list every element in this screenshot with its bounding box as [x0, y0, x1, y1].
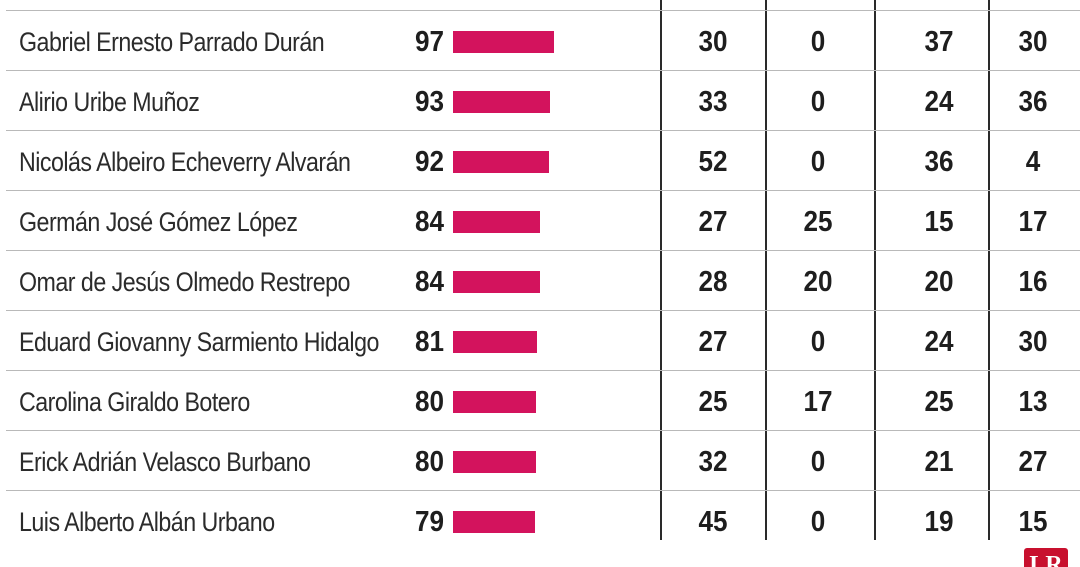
table-row: Luis Alberto Albán Urbano 79 45 0 19 15: [0, 492, 1080, 552]
table-row: Germán José Gómez López 84 27 25 15 17: [0, 192, 1080, 252]
value-cell: 21: [924, 446, 954, 478]
total-score: 80: [414, 446, 444, 478]
total-score: 84: [414, 206, 444, 238]
value-cell: 24: [924, 86, 954, 118]
total-score: 84: [414, 266, 444, 298]
candidate-name: Nicolás Albeiro Echeverry Alvarán: [19, 147, 351, 177]
value-cell: 30: [698, 26, 728, 58]
value-cell: 25: [924, 386, 954, 418]
score-bar: [453, 451, 536, 473]
value-cell: 37: [924, 26, 954, 58]
value-cell: 52: [698, 146, 728, 178]
table-row: Omar de Jesús Olmedo Restrepo 84 28 20 20 16: [0, 252, 1080, 312]
score-bar: [453, 331, 537, 353]
row-separator: [6, 190, 1080, 191]
total-score: 92: [414, 146, 444, 178]
row-separator: [6, 430, 1080, 431]
table-row: Erick Adrián Velasco Burbano 80 32 0 21 27: [0, 432, 1080, 492]
value-cell: 20: [803, 266, 833, 298]
value-cell: 0: [810, 86, 826, 118]
score-bar: [453, 151, 549, 173]
value-cell: 27: [698, 326, 728, 358]
candidate-name: Gabriel Ernesto Parrado Durán: [19, 27, 325, 57]
value-cell: 27: [1018, 446, 1048, 478]
value-cell: 30: [1018, 326, 1048, 358]
value-cell: 0: [810, 26, 826, 58]
candidate-name: Omar de Jesús Olmedo Restrepo: [19, 267, 350, 297]
candidate-name: Eduard Giovanny Sarmiento Hidalgo: [19, 327, 379, 357]
table-row: Carolina Giraldo Botero 80 25 17 25 13: [0, 372, 1080, 432]
value-cell: 0: [810, 506, 826, 538]
value-cell: 45: [698, 506, 728, 538]
value-cell: 28: [698, 266, 728, 298]
total-score: 79: [414, 506, 444, 538]
score-bar: [453, 91, 550, 113]
column-divider: [988, 0, 990, 540]
value-cell: 25: [803, 206, 833, 238]
value-cell: 25: [698, 386, 728, 418]
column-divider: [765, 0, 767, 540]
value-cell: 27: [698, 206, 728, 238]
logo-text: LR: [1029, 552, 1063, 567]
total-score: 80: [414, 386, 444, 418]
publisher-logo: LR: [1024, 548, 1068, 567]
value-cell: 4: [1025, 146, 1041, 178]
value-cell: 24: [924, 326, 954, 358]
score-bar: [453, 391, 536, 413]
row-separator: [6, 310, 1080, 311]
row-separator: [6, 10, 1080, 11]
candidate-name: Carolina Giraldo Botero: [19, 387, 250, 417]
score-bar: [453, 271, 540, 293]
value-cell: 0: [810, 326, 826, 358]
candidate-name: Erick Adrián Velasco Burbano: [19, 447, 311, 477]
value-cell: 15: [1018, 506, 1048, 538]
value-cell: 20: [924, 266, 954, 298]
value-cell: 17: [803, 386, 833, 418]
table-row: Alirio Uribe Muñoz 93 33 0 24 36: [0, 72, 1080, 132]
value-cell: 16: [1018, 266, 1048, 298]
candidate-name: Germán José Gómez López: [19, 207, 298, 237]
value-cell: 36: [1018, 86, 1048, 118]
score-bar: [453, 211, 540, 233]
score-bar: [453, 511, 535, 533]
row-separator: [6, 490, 1080, 491]
row-separator: [6, 130, 1080, 131]
row-separator: [6, 70, 1080, 71]
value-cell: 0: [810, 146, 826, 178]
column-divider: [874, 0, 876, 540]
table-row: Nicolás Albeiro Echeverry Alvarán 92 52 0 36…: [0, 132, 1080, 192]
column-divider: [660, 0, 662, 540]
value-cell: 32: [698, 446, 728, 478]
value-cell: 19: [924, 506, 954, 538]
value-cell: 0: [810, 446, 826, 478]
value-cell: 30: [1018, 26, 1048, 58]
score-bar: [453, 31, 554, 53]
total-score: 97: [414, 26, 444, 58]
footnote-fragment: [6, 555, 226, 567]
value-cell: 33: [698, 86, 728, 118]
table-row: Eduard Giovanny Sarmiento Hidalgo 81 27 0 24…: [0, 312, 1080, 372]
candidate-name: Luis Alberto Albán Urbano: [19, 507, 275, 537]
value-cell: 36: [924, 146, 954, 178]
table-row: Gabriel Ernesto Parrado Durán 97 30 0 37 30: [0, 12, 1080, 72]
value-cell: 15: [924, 206, 954, 238]
total-score: 81: [414, 326, 444, 358]
value-cell: 17: [1018, 206, 1048, 238]
candidate-name: Alirio Uribe Muñoz: [19, 87, 200, 117]
row-separator: [6, 250, 1080, 251]
value-cell: 13: [1018, 386, 1048, 418]
row-separator: [6, 370, 1080, 371]
total-score: 93: [414, 86, 444, 118]
